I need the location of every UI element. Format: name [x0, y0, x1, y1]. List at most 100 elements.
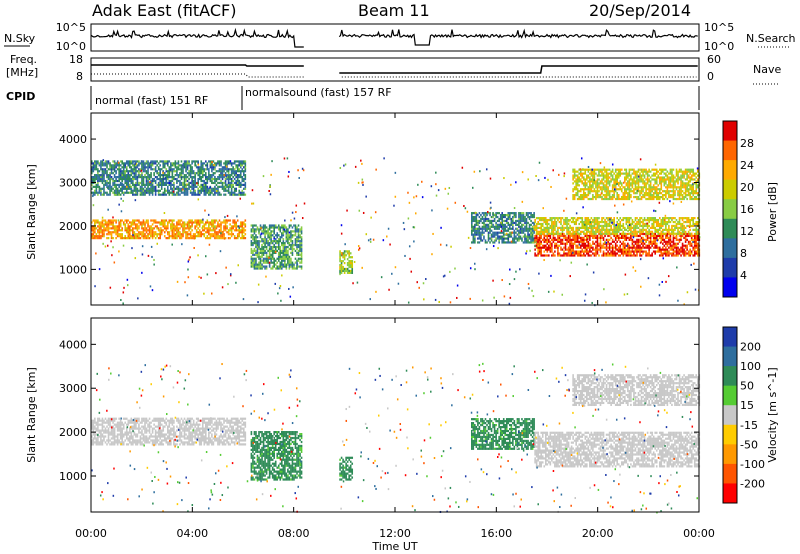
power-cell: [121, 166, 123, 169]
power-cell: [212, 187, 215, 190]
power-cell: [230, 177, 233, 181]
power-cell: [471, 229, 473, 232]
power-cell: [265, 230, 268, 233]
power-cell: [282, 255, 285, 258]
power-cell: [300, 255, 303, 258]
power-cell: [549, 236, 552, 240]
power-cell: [188, 237, 190, 240]
power-cell: [589, 197, 591, 201]
power-cell: [595, 252, 597, 255]
power-cell: [513, 212, 516, 215]
power-cell: [525, 221, 528, 225]
power-cell: [268, 263, 271, 266]
power-cell: [173, 225, 175, 228]
power-cell: [157, 229, 160, 232]
power-cell: [668, 236, 670, 240]
power-cell: [284, 255, 286, 258]
power-cell: [684, 234, 687, 238]
power-cell: [509, 231, 511, 234]
power-cell: [617, 230, 620, 233]
power-cell: [147, 237, 149, 240]
power-cell: [617, 246, 620, 249]
power-cell: [287, 259, 289, 262]
power-cell: [200, 189, 203, 192]
power-cell: [662, 248, 664, 251]
power-cell: [579, 190, 582, 193]
power-cell: [230, 189, 233, 192]
power-cell: [570, 226, 573, 230]
power-cell: [235, 166, 237, 169]
power-cell: [174, 237, 177, 240]
power-cell: [230, 193, 233, 196]
power-cell: [138, 168, 140, 171]
power-cell: [173, 193, 175, 196]
power-cell: [162, 223, 165, 226]
power-cell: [569, 246, 571, 249]
power-cell: [220, 174, 222, 177]
power-cell: [596, 168, 599, 171]
power-cell: [236, 170, 239, 173]
power-cell: [582, 190, 585, 193]
power-cell: [666, 244, 669, 247]
power-cell: [212, 229, 215, 232]
power-cell: [586, 222, 588, 226]
power-cell: [136, 164, 139, 167]
power-cell: [144, 175, 146, 179]
power-cell: [151, 219, 154, 222]
power-cell: [268, 238, 271, 241]
power-cell: [174, 229, 177, 232]
power-cell: [130, 166, 133, 169]
power-cell: [147, 172, 149, 175]
power-cell: [689, 242, 691, 245]
power-cell: [116, 193, 119, 196]
power-cell: [293, 247, 295, 251]
power-cell: [285, 263, 288, 266]
power-cell: [271, 234, 274, 237]
power-cell: [566, 217, 568, 220]
power-cell: [235, 170, 237, 173]
power-cell: [575, 250, 577, 253]
power-cell: [177, 191, 180, 194]
power-cell: [563, 254, 565, 257]
power-cell: [300, 251, 303, 254]
power-cell: [118, 193, 120, 196]
power-cell: [616, 244, 619, 247]
power-cell: [138, 160, 140, 163]
power-cell: [648, 230, 650, 233]
power-cell: [170, 162, 172, 165]
power-cell: [584, 220, 587, 224]
power-cell: [267, 257, 269, 260]
power-cell: [110, 237, 113, 240]
power-cell: [654, 234, 657, 238]
power-cell: [524, 233, 526, 236]
power-cell: [227, 162, 230, 165]
power-cell: [154, 187, 157, 190]
power-cell: [474, 215, 476, 219]
power-cell: [348, 252, 350, 255]
power-cell: [540, 234, 543, 238]
power-cell: [625, 218, 628, 222]
power-cell: [243, 177, 245, 181]
power-cell: [481, 231, 484, 234]
power-cell: [533, 212, 535, 215]
power-cell: [474, 241, 476, 244]
power-cell: [160, 233, 163, 236]
power-cell: [142, 219, 145, 222]
power-cell: [244, 170, 247, 173]
power-cell: [544, 234, 547, 238]
power-cell: [477, 233, 479, 236]
power-cell: [147, 181, 149, 185]
power-cell: [540, 254, 543, 257]
power-cell: [481, 239, 484, 242]
power-cell: [208, 168, 210, 171]
power-cell: [287, 232, 289, 235]
power-cell: [230, 191, 233, 194]
power-cell: [608, 232, 611, 235]
power-cell: [578, 222, 581, 226]
power-cell: [596, 190, 599, 193]
power-cell: [163, 187, 166, 190]
power-cell: [101, 170, 104, 173]
power-cell: [159, 221, 161, 224]
power-cell: [575, 178, 577, 181]
power-cell: [572, 242, 574, 245]
